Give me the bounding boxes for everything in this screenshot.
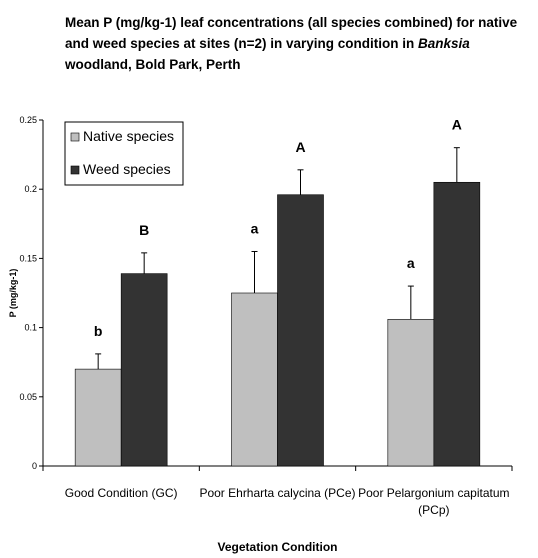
y-tick-label: 0.2 xyxy=(24,184,37,194)
legend-label: Native species xyxy=(83,128,174,144)
bar xyxy=(387,318,435,467)
chart-title-line-1: Mean P (mg/kg-1) leaf concentrations (al… xyxy=(65,15,518,30)
y-axis-label: P (mg/kg-1) xyxy=(8,269,18,318)
y-tick-label: 0.15 xyxy=(19,253,37,263)
x-category-label: (PCp) xyxy=(418,503,449,517)
significance-letter: a xyxy=(407,255,415,271)
legend-box xyxy=(64,121,184,186)
y-tick-label: 0.1 xyxy=(24,323,37,333)
x-category-label: Poor Ehrharta calycina (PCe) xyxy=(199,486,355,500)
significance-letter: b xyxy=(94,323,103,339)
bar xyxy=(231,292,278,467)
legend-swatch xyxy=(70,132,80,142)
significance-letter: a xyxy=(251,220,259,236)
x-category-label: Poor Pelargonium capitatum xyxy=(358,486,509,500)
y-tick-label: 0.25 xyxy=(19,115,37,125)
y-tick-label: 0 xyxy=(32,461,37,471)
bar xyxy=(120,273,168,467)
bar xyxy=(277,194,324,467)
bar xyxy=(433,181,481,467)
significance-letter: A xyxy=(452,117,462,133)
chart-title-line-2: and weed species at sites (n=2) in varyi… xyxy=(65,33,525,54)
x-category-label: Good Condition (GC) xyxy=(65,486,178,500)
legend-label: Weed species xyxy=(83,161,171,177)
chart-title-line-2-italic: Banksia xyxy=(417,36,470,51)
x-axis-label: Vegetation Condition xyxy=(218,540,338,554)
bar xyxy=(74,368,122,467)
chart-title-line-2-text: and weed species at sites (n=2) in varyi… xyxy=(65,36,418,51)
chart-title-line-3: woodland, Bold Park, Perth xyxy=(65,57,241,72)
y-tick-label: 0.05 xyxy=(19,392,37,402)
legend-swatch xyxy=(70,165,80,175)
significance-letter: A xyxy=(295,139,305,155)
chart-title: Mean P (mg/kg-1) leaf concentrations (al… xyxy=(65,12,525,75)
significance-letter: B xyxy=(139,222,149,238)
